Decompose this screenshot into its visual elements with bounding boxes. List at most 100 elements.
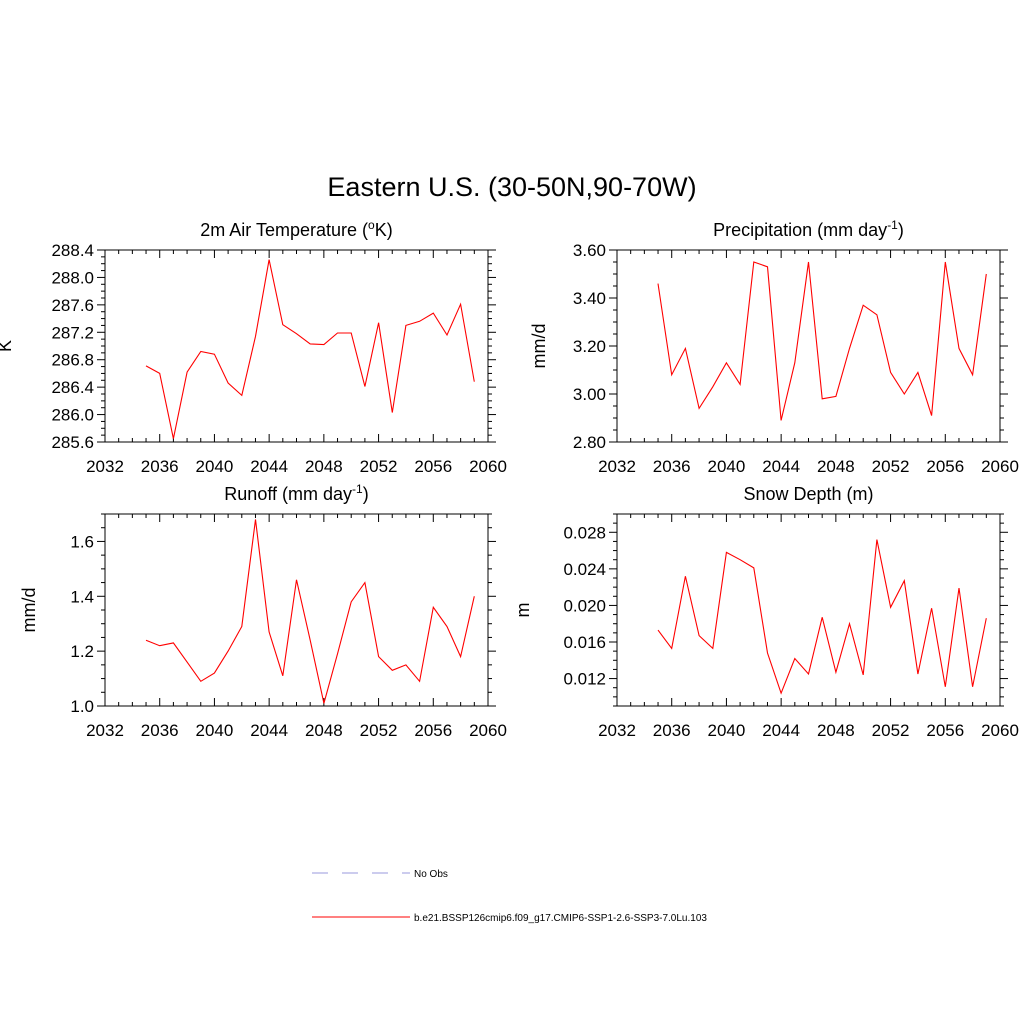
data-point — [698, 408, 699, 409]
y-tick-label: 288.4 — [51, 241, 94, 260]
plot-frame — [616, 249, 1001, 443]
panel-title-suffix: ) — [898, 220, 904, 240]
data-point — [433, 607, 434, 608]
y-tick-label: 0.012 — [563, 670, 606, 689]
data-point — [460, 304, 461, 305]
data-point — [781, 693, 782, 694]
data-point — [433, 312, 434, 313]
data-point — [835, 672, 836, 673]
x-tick-label: 2048 — [305, 721, 343, 740]
data-point — [657, 283, 658, 284]
y-tick-label: 287.6 — [51, 296, 94, 315]
data-point — [931, 608, 932, 609]
data-point — [958, 587, 959, 588]
x-tick-label: 2056 — [414, 457, 452, 476]
x-tick-label: 2052 — [360, 457, 398, 476]
legend-label: No Obs — [414, 869, 448, 880]
data-point — [364, 582, 365, 583]
data-point — [781, 420, 782, 421]
plot-frame — [104, 249, 489, 443]
data-point — [145, 640, 146, 641]
data-point — [740, 559, 741, 560]
y-tick-label: 1.2 — [70, 642, 94, 661]
data-point — [446, 626, 447, 627]
y-axis-label: mm/d — [19, 588, 39, 633]
figure-title: Eastern U.S. (30-50N,90-70W) — [327, 172, 696, 202]
panel-title-text: Snow Depth (m) — [743, 484, 873, 504]
y-tick-label: 0.020 — [563, 596, 606, 615]
panel-title: Snow Depth (m) — [743, 484, 873, 504]
x-tick-label: 2036 — [653, 721, 691, 740]
data-point — [296, 333, 297, 334]
data-point — [378, 656, 379, 657]
data-point — [200, 351, 201, 352]
y-tick-label: 1.0 — [70, 697, 94, 716]
data-point — [351, 601, 352, 602]
y-tick-label: 2.80 — [573, 433, 606, 452]
y-tick-label: 286.4 — [51, 378, 94, 397]
data-point — [685, 576, 686, 577]
x-tick-label: 2060 — [469, 721, 507, 740]
data-point — [337, 332, 338, 333]
data-point — [767, 652, 768, 653]
x-tick-label: 2052 — [872, 721, 910, 740]
x-tick-label: 2052 — [360, 721, 398, 740]
data-point — [849, 348, 850, 349]
x-tick-label: 2036 — [653, 457, 691, 476]
x-tick-label: 2032 — [598, 457, 636, 476]
data-point — [173, 642, 174, 643]
x-tick-label: 2048 — [305, 457, 343, 476]
data-point — [917, 673, 918, 674]
panel-4: Snow Depth (m) m 2032 2036 2040 2044 2048 2052 2… — [513, 484, 1019, 740]
panel-2: Precipitation (mm day-1) mm/d 2032 2036 2040… — [529, 218, 1019, 476]
data-point — [986, 273, 987, 274]
series-line-1 — [145, 519, 475, 704]
data-point — [685, 348, 686, 349]
data-point — [972, 686, 973, 687]
x-tick-label: 2032 — [86, 721, 124, 740]
x-tick-label: 2044 — [250, 721, 288, 740]
data-point — [945, 686, 946, 687]
data-point — [671, 648, 672, 649]
panel-3: Runoff (mm day-1) mm/d 2032 2036 2040 2044 204… — [19, 482, 507, 740]
data-point — [726, 552, 727, 553]
y-tick-label: 287.2 — [51, 323, 94, 342]
y-tick-label: 3.60 — [573, 241, 606, 260]
y-tick-label: 3.40 — [573, 289, 606, 308]
data-point — [214, 354, 215, 355]
panel-title-text: Precipitation (mm day — [713, 220, 887, 240]
data-point — [392, 412, 393, 413]
series-line-1 — [657, 539, 987, 695]
panel-title: Runoff (mm day-1) — [224, 482, 368, 504]
data-point — [863, 674, 864, 675]
y-axis-label: K — [0, 340, 15, 352]
x-tick-label: 2044 — [250, 457, 288, 476]
data-point — [753, 261, 754, 262]
data-point — [822, 398, 823, 399]
data-point — [740, 384, 741, 385]
y-tick-label: 0.024 — [563, 560, 606, 579]
data-point — [241, 395, 242, 396]
x-tick-label: 2036 — [141, 457, 179, 476]
data-point — [351, 332, 352, 333]
y-axis-label: mm/d — [529, 324, 549, 369]
data-point — [255, 336, 256, 337]
y-tick-label: 1.6 — [70, 532, 94, 551]
x-tick-label: 2060 — [981, 721, 1019, 740]
x-tick-label: 2060 — [981, 457, 1019, 476]
x-tick-label: 2040 — [196, 457, 234, 476]
data-point — [392, 670, 393, 671]
data-point — [808, 673, 809, 674]
x-tick-label: 2056 — [926, 457, 964, 476]
data-point — [822, 617, 823, 618]
data-point — [173, 438, 174, 439]
data-point — [405, 325, 406, 326]
x-tick-label: 2052 — [872, 457, 910, 476]
plot-frame — [104, 513, 489, 707]
data-point — [282, 324, 283, 325]
x-tick-label: 2056 — [414, 721, 452, 740]
data-point — [835, 396, 836, 397]
panel-title-superscript: -1 — [352, 482, 363, 496]
x-tick-label: 2040 — [196, 721, 234, 740]
